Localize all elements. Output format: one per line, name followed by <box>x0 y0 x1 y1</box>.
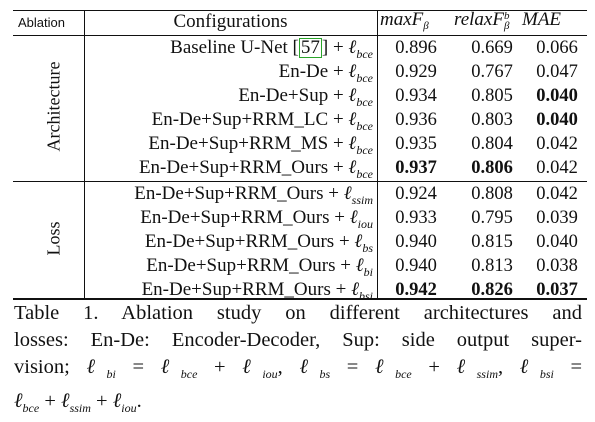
row-0-value-0: 0.896 <box>395 38 437 58</box>
row-config-8: En-De+Sup+RRM_Ours + ℓbs <box>144 231 373 255</box>
header-configurations: Configurations <box>173 11 288 32</box>
row-4-value-0: 0.935 <box>395 134 437 154</box>
row-7-value-1: 0.795 <box>471 208 513 228</box>
header-ablation: Ablation <box>18 15 65 30</box>
top-rule <box>13 10 587 11</box>
header-metric-2: MAE <box>522 9 562 30</box>
row-8-value-1: 0.815 <box>471 232 513 252</box>
row-2-value-1: 0.805 <box>471 86 513 106</box>
row-9-value-1: 0.813 <box>471 256 513 276</box>
row-8-value-2: 0.040 <box>536 232 578 252</box>
row-config-10: En-De+Sup+RRM_Ours + ℓbsi <box>141 279 373 303</box>
row-10-value-0: 0.942 <box>395 280 437 300</box>
row-10-value-1: 0.826 <box>471 280 513 300</box>
row-6-value-0: 0.924 <box>395 184 437 204</box>
row-3-value-1: 0.803 <box>471 110 513 130</box>
row-7-value-2: 0.039 <box>536 208 578 228</box>
row-config-2: En-De+Sup + ℓbce <box>238 85 373 109</box>
row-5-value-1: 0.806 <box>471 158 513 178</box>
caption-line-2: losses: En-De: Encoder-Decoder, Sup: sid… <box>14 329 582 351</box>
row-config-4: En-De+Sup+RRM_MS + ℓbce <box>148 133 373 157</box>
row-6-value-1: 0.808 <box>471 184 513 204</box>
caption-line-4: ℓbce + ℓssim + ℓiou. <box>14 390 142 416</box>
row-5-value-0: 0.937 <box>395 158 437 178</box>
header-rule <box>13 35 587 36</box>
row-config-3: En-De+Sup+RRM_LC + ℓbce <box>151 109 373 133</box>
row-9-value-2: 0.038 <box>536 256 578 276</box>
row-6-value-2: 0.042 <box>536 184 578 204</box>
row-0-value-2: 0.066 <box>536 38 578 58</box>
row-1-value-2: 0.047 <box>536 62 578 82</box>
row-config-5: En-De+Sup+RRM_Ours + ℓbce <box>138 157 373 181</box>
row-0-value-1: 0.669 <box>471 38 513 58</box>
table-caption: Table 1. Ablation study on different arc… <box>14 300 582 422</box>
row-10-value-2: 0.037 <box>536 280 578 300</box>
row-3-value-0: 0.936 <box>395 110 437 130</box>
row-config-7: En-De+Sup+RRM_Ours + ℓiou <box>140 207 373 231</box>
row-8-value-0: 0.940 <box>395 232 437 252</box>
header-metric-1: relaxF b β <box>454 9 510 32</box>
bottom-rule <box>13 298 587 300</box>
group-label-loss: Loss <box>43 221 64 256</box>
citation-link[interactable]: 57 <box>298 37 322 58</box>
header-metric-0: maxF β <box>380 9 429 32</box>
caption-line-1: Table 1. Ablation study on different arc… <box>14 302 582 324</box>
group-label-architecture: Architecture <box>43 61 64 152</box>
row-7-value-0: 0.933 <box>395 208 437 228</box>
row-1-value-1: 0.767 <box>471 62 513 82</box>
row-2-value-0: 0.934 <box>395 86 437 106</box>
group-rule <box>13 181 587 182</box>
row-3-value-2: 0.040 <box>536 110 578 130</box>
row-config-6: En-De+Sup+RRM_Ours + ℓssim <box>134 183 373 207</box>
row-config-1: En-De + ℓbce <box>278 61 373 85</box>
caption-line-3: vision; ℓbi = ℓbce + ℓiou, ℓbs = ℓbce + … <box>14 356 583 382</box>
col-divider-left <box>84 10 85 300</box>
row-5-value-2: 0.042 <box>536 158 578 178</box>
row-config-9: En-De+Sup+RRM_Ours + ℓbi <box>146 255 373 279</box>
row-1-value-0: 0.929 <box>395 62 437 82</box>
col-divider-right <box>377 10 378 300</box>
row-4-value-2: 0.042 <box>536 134 578 154</box>
row-2-value-2: 0.040 <box>536 86 578 106</box>
row-9-value-0: 0.940 <box>395 256 437 276</box>
row-config-0: Baseline U-Net [57] + ℓbce <box>170 37 373 61</box>
row-4-value-1: 0.804 <box>471 134 513 154</box>
